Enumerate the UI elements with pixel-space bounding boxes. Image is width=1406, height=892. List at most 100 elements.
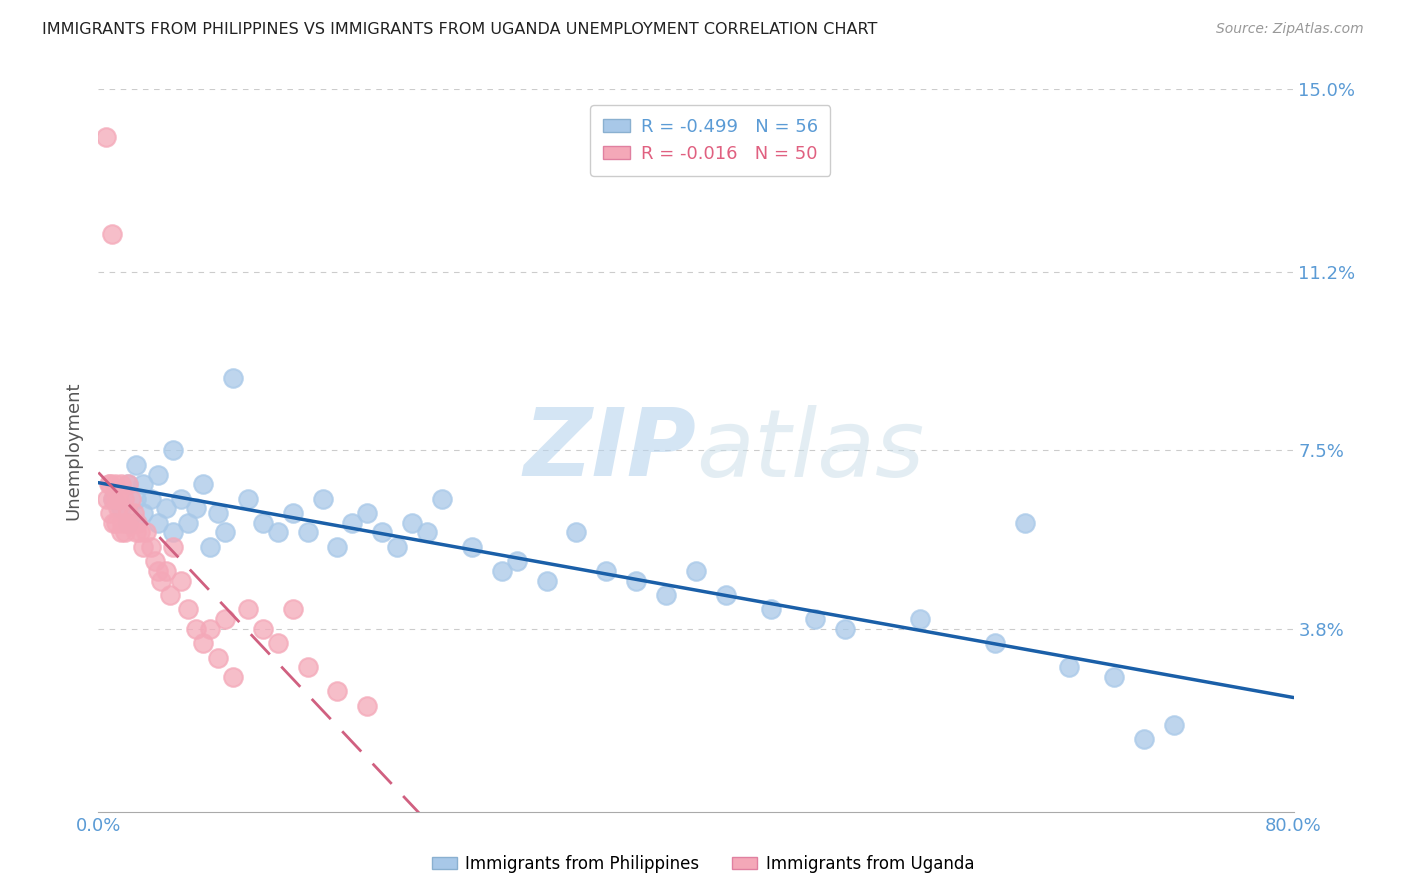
Point <box>252 516 274 530</box>
Point <box>430 491 453 506</box>
Point <box>1133 732 1156 747</box>
Point <box>112 491 135 506</box>
Point <box>401 516 423 530</box>
Legend: R = -0.499   N = 56, R = -0.016   N = 50: R = -0.499 N = 56, R = -0.016 N = 50 <box>591 105 831 176</box>
Point <box>103 516 125 530</box>
Point <box>342 516 364 530</box>
Point <box>110 501 132 516</box>
Point <box>105 516 128 530</box>
Point <box>132 477 155 491</box>
Point <box>385 540 409 554</box>
Point <box>110 525 132 540</box>
Point <box>177 516 200 530</box>
Point <box>595 564 617 578</box>
Point <box>804 612 827 626</box>
Point <box>148 564 170 578</box>
Point <box>222 670 245 684</box>
Point <box>191 477 214 491</box>
Point <box>155 501 177 516</box>
Point <box>200 540 222 554</box>
Point <box>1104 670 1126 684</box>
Point <box>111 516 134 530</box>
Point <box>685 564 707 578</box>
Point <box>214 612 236 626</box>
Point <box>177 602 200 616</box>
Point <box>162 540 184 554</box>
Point <box>207 650 229 665</box>
Point <box>98 506 122 520</box>
Point <box>125 458 148 472</box>
Point <box>565 525 588 540</box>
Point <box>103 491 125 506</box>
Point <box>114 525 136 540</box>
Point <box>236 602 259 616</box>
Point <box>108 491 131 506</box>
Point <box>281 506 304 520</box>
Point <box>1163 718 1185 732</box>
Text: ZIP: ZIP <box>523 404 696 497</box>
Y-axis label: Unemployment: Unemployment <box>65 381 83 520</box>
Point <box>139 491 162 506</box>
Point <box>107 501 129 516</box>
Point <box>655 588 678 602</box>
Point <box>281 602 304 616</box>
Point <box>105 491 128 506</box>
Point <box>356 698 378 713</box>
Point <box>1059 660 1081 674</box>
Point <box>150 574 173 588</box>
Point <box>626 574 648 588</box>
Point <box>143 554 166 568</box>
Point <box>169 574 191 588</box>
Point <box>222 371 245 385</box>
Point <box>191 636 214 650</box>
Point <box>129 525 152 540</box>
Point <box>984 636 1007 650</box>
Point <box>124 506 146 520</box>
Point <box>94 130 117 145</box>
Point <box>148 516 170 530</box>
Point <box>98 477 122 491</box>
Point <box>236 491 259 506</box>
Point <box>159 588 181 602</box>
Point <box>117 477 139 491</box>
Point <box>139 540 162 554</box>
Point <box>104 477 127 491</box>
Point <box>297 660 319 674</box>
Point <box>103 491 125 506</box>
Point <box>536 574 558 588</box>
Text: IMMIGRANTS FROM PHILIPPINES VS IMMIGRANTS FROM UGANDA UNEMPLOYMENT CORRELATION C: IMMIGRANTS FROM PHILIPPINES VS IMMIGRANT… <box>42 22 877 37</box>
Point <box>759 602 782 616</box>
Text: Source: ZipAtlas.com: Source: ZipAtlas.com <box>1216 22 1364 37</box>
Point <box>132 506 155 520</box>
Point <box>461 540 484 554</box>
Point <box>127 516 149 530</box>
Point <box>101 227 124 241</box>
Point <box>120 491 142 506</box>
Point <box>125 491 148 506</box>
Point <box>326 540 349 554</box>
Point <box>148 467 170 482</box>
Point <box>96 491 118 506</box>
Point <box>169 491 191 506</box>
Text: atlas: atlas <box>696 405 924 496</box>
Point <box>155 564 177 578</box>
Point <box>117 506 139 520</box>
Point <box>162 443 184 458</box>
Legend: Immigrants from Philippines, Immigrants from Uganda: Immigrants from Philippines, Immigrants … <box>425 848 981 880</box>
Point <box>267 636 290 650</box>
Point <box>214 525 236 540</box>
Point <box>117 477 139 491</box>
Point <box>326 684 349 698</box>
Point <box>506 554 529 568</box>
Point <box>97 477 120 491</box>
Point <box>714 588 737 602</box>
Point <box>184 501 207 516</box>
Point <box>132 540 155 554</box>
Point <box>184 622 207 636</box>
Point <box>135 525 157 540</box>
Point <box>491 564 513 578</box>
Point <box>371 525 394 540</box>
Point <box>252 622 274 636</box>
Point <box>908 612 931 626</box>
Point <box>110 477 132 491</box>
